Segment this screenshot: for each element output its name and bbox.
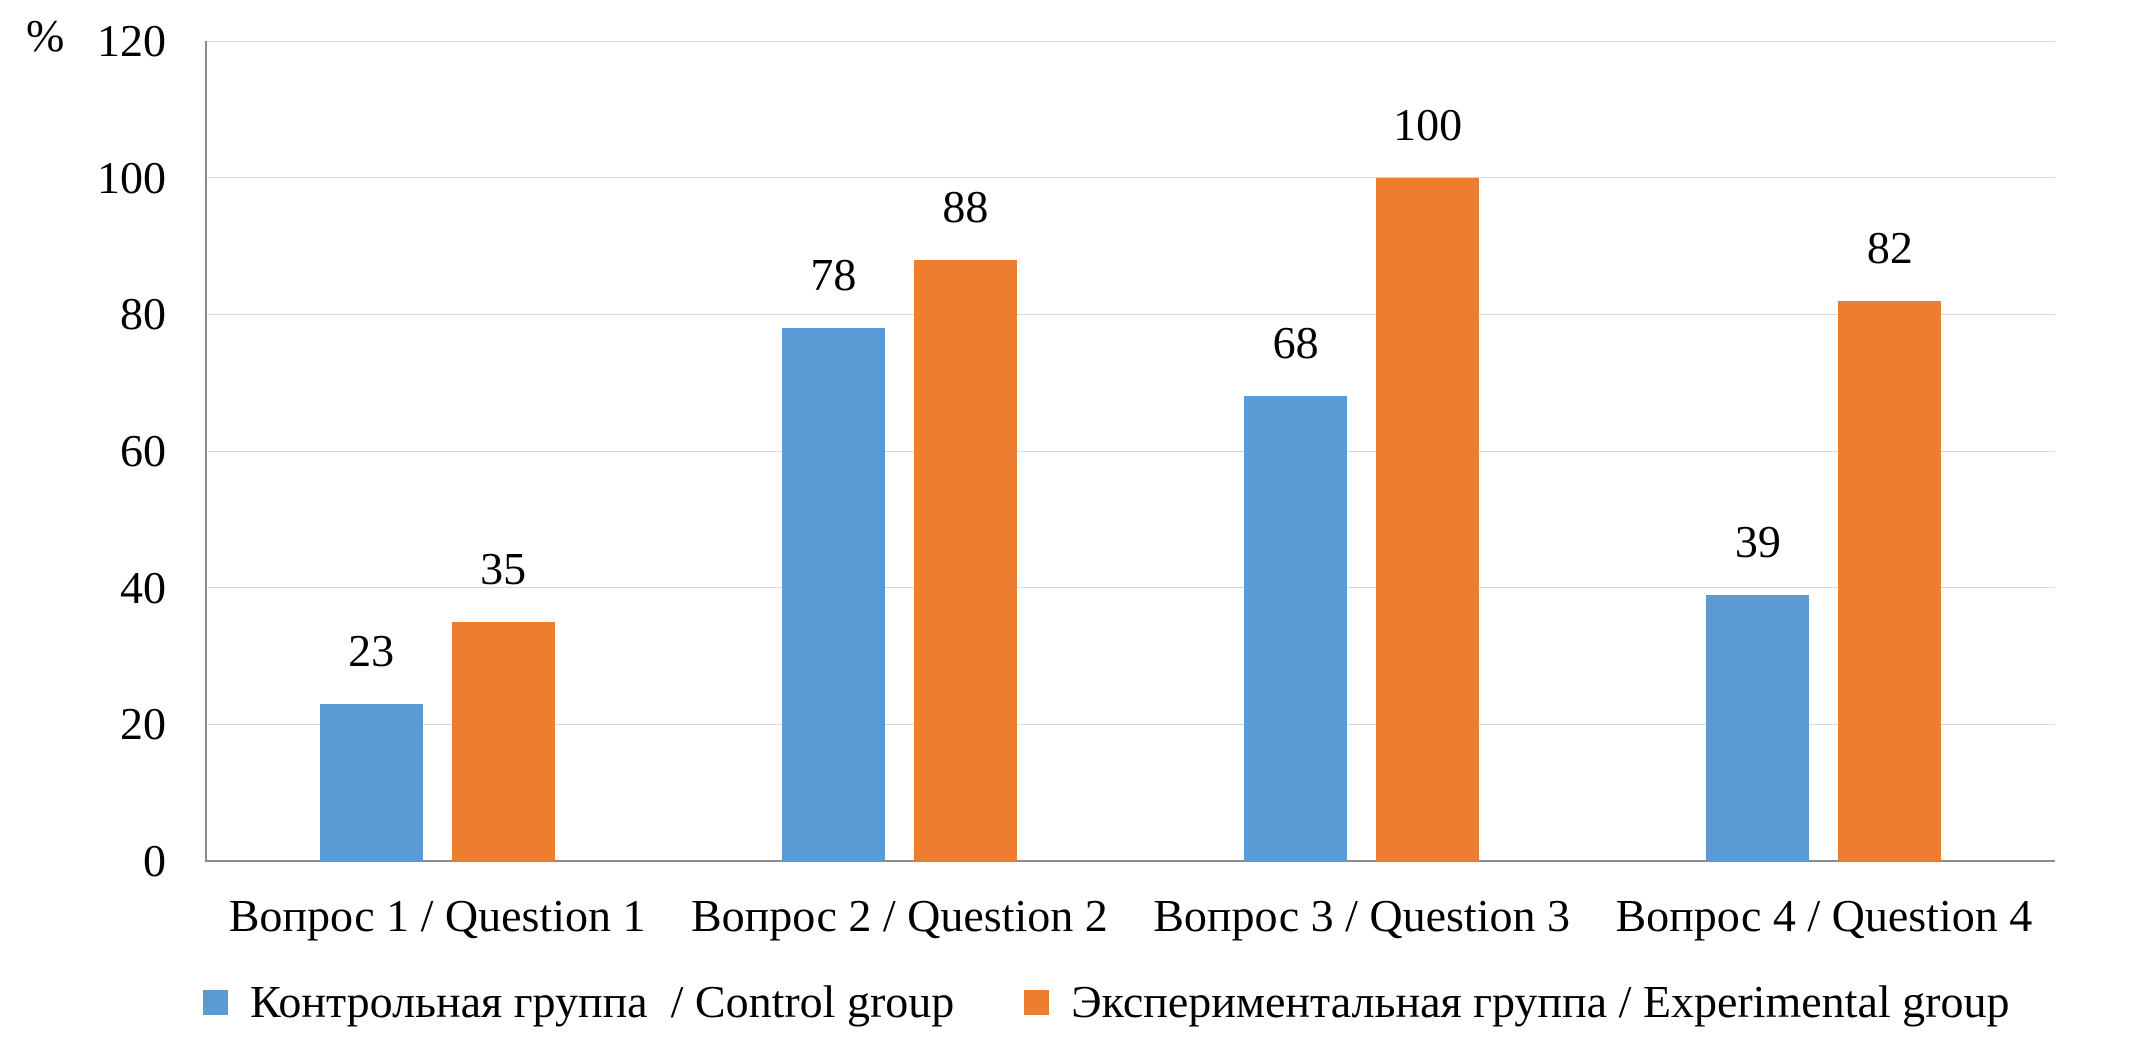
bar-series2-cat3 [1376, 177, 1480, 861]
bar-series2-cat4 [1838, 300, 1942, 861]
bar-series1-cat1 [319, 703, 423, 861]
bar-series1-cat4 [1706, 594, 1810, 861]
y-gridline [206, 40, 2055, 42]
bar-value-label: 39 [1734, 515, 1781, 567]
y-tick-label: 100 [97, 151, 166, 203]
legend-item-series1: Контрольная группа / Control group [203, 974, 954, 1030]
bar-value-label: 68 [1272, 317, 1319, 369]
y-gridline [206, 177, 2055, 179]
x-category-label: Вопрос 2 / Question 2 [691, 890, 1108, 941]
bar-series2-cat2 [913, 259, 1017, 861]
y-tick-label: 20 [120, 698, 166, 750]
y-gridline [206, 450, 2055, 452]
bar-series2-cat1 [451, 621, 555, 861]
bar-value-label: 88 [942, 180, 989, 232]
bar-value-label: 23 [348, 624, 395, 676]
y-tick-label: 60 [120, 425, 166, 476]
y-gridline [206, 313, 2055, 315]
bar-series1-cat3 [1244, 396, 1348, 861]
bar-value-label: 78 [810, 249, 857, 300]
legend-label: Контрольная группа / Control group [250, 976, 955, 1027]
bar-series1-cat2 [781, 328, 885, 861]
y-tick-label: 0 [143, 835, 166, 886]
bar-value-label: 35 [480, 542, 527, 594]
y-axis-unit-label: % [26, 10, 65, 61]
x-category-label: Вопрос 3 / Question 3 [1153, 890, 1570, 941]
x-category-label: Вопрос 4 / Question 4 [1615, 890, 2033, 941]
legend-label: Экспериментальная группа / Experimental … [1071, 976, 2010, 1027]
y-gridline [206, 723, 2055, 725]
legend-color-swatch-icon [203, 989, 228, 1015]
legend-item-series2: Экспериментальная группа / Experimental … [1024, 974, 2009, 1030]
y-axis-line [205, 41, 207, 861]
y-tick-label: 120 [97, 15, 166, 66]
bar-value-label: 100 [1393, 98, 1463, 150]
y-tick-label: 40 [120, 561, 166, 613]
legend-color-swatch-icon [1024, 989, 1050, 1015]
y-gridline [206, 587, 2055, 589]
y-tick-label: 80 [120, 288, 166, 340]
legend: Контрольная группа / Control group Экспер… [203, 974, 2009, 1030]
x-category-label: Вопрос 1 / Question 1 [228, 890, 646, 941]
bar-value-label: 82 [1866, 221, 1913, 273]
x-axis-line [205, 860, 2055, 862]
